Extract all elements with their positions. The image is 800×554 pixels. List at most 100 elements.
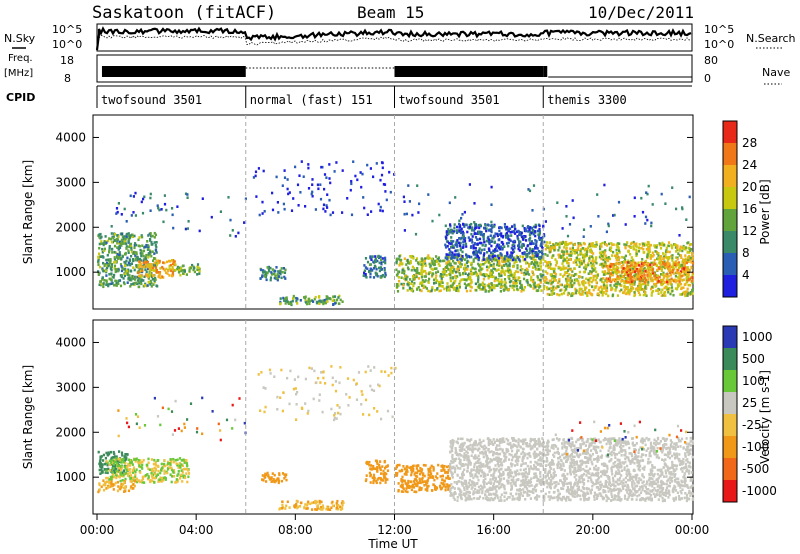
heatmap-cell (111, 247, 114, 251)
heatmap-cell (495, 246, 498, 249)
heatmap-cell (153, 476, 157, 480)
heatmap-cell (442, 275, 445, 279)
heatmap-cell (566, 280, 569, 283)
heatmap-cell (116, 480, 119, 484)
heatmap-cell (115, 279, 118, 283)
heatmap-cell (623, 273, 626, 276)
heatmap-cell (116, 252, 119, 256)
heatmap-cell (271, 268, 274, 271)
heatmap-cell (555, 243, 558, 247)
heatmap-cell (153, 257, 156, 260)
heatmap-cell (570, 241, 573, 245)
heatmap-cell (637, 274, 640, 277)
heatmap-cell (614, 488, 617, 491)
heatmap-cell (683, 292, 686, 296)
heatmap-cell (631, 265, 635, 269)
heatmap-cell (478, 264, 481, 267)
heatmap-cell (137, 458, 140, 462)
heatmap-cell (653, 277, 656, 281)
heatmap-cell (117, 475, 120, 478)
heatmap-cell (424, 488, 427, 491)
heatmap-cell (436, 287, 439, 290)
heatmap-cell (516, 256, 519, 259)
nave-tick-low: 0 (704, 72, 711, 85)
heatmap-cell (517, 229, 520, 233)
heatmap-cell (306, 507, 309, 510)
heatmap-cell (515, 285, 519, 288)
heatmap-cell (122, 483, 125, 486)
heatmap-cell (562, 256, 565, 260)
heatmap-cell (633, 291, 636, 294)
heatmap-cell (137, 263, 140, 267)
heatmap-cell (384, 481, 387, 484)
heatmap-cell (514, 232, 517, 235)
heatmap-cell (643, 281, 646, 284)
heatmap-cell (651, 290, 655, 293)
heatmap-cell (490, 270, 493, 273)
heatmap-cell (535, 261, 538, 265)
heatmap-cell (626, 286, 629, 289)
heatmap-cell (445, 236, 448, 239)
heatmap-cell (437, 463, 440, 467)
heatmap-cell (424, 480, 428, 483)
heatmap-cell (186, 193, 189, 196)
heatmap-cell (597, 215, 600, 218)
heatmap-cell (375, 162, 378, 165)
heatmap-cell (681, 249, 684, 253)
heatmap-cell (452, 256, 455, 259)
heatmap-cell (630, 256, 633, 259)
heatmap-cell (582, 261, 586, 264)
heatmap-cell (511, 225, 514, 228)
heatmap-cell (376, 478, 379, 481)
heatmap-cell (566, 243, 569, 247)
heatmap-cell (271, 191, 274, 195)
heatmap-cell (635, 275, 638, 278)
heatmap-cell (103, 264, 106, 268)
heatmap-cell (532, 225, 535, 229)
heatmap-cell (165, 271, 168, 274)
nave-tick-high: 80 (704, 54, 718, 67)
heatmap-cell (172, 457, 175, 461)
heatmap-cell (441, 478, 444, 481)
heatmap-cell (639, 280, 642, 284)
heatmap-cell (627, 456, 630, 459)
heatmap-cell (500, 478, 503, 481)
heatmap-cell (134, 458, 137, 461)
heatmap-cell (152, 462, 155, 466)
heatmap-cell (476, 285, 479, 289)
heatmap-cell (612, 263, 615, 266)
heatmap-cell (450, 264, 453, 268)
heatmap-cell (166, 471, 169, 475)
heatmap-cell (421, 476, 424, 480)
heatmap-cell (570, 252, 573, 255)
heatmap-cell (592, 264, 595, 267)
heatmap-cell (369, 167, 372, 170)
heatmap-cell (453, 256, 456, 260)
heatmap-cell (656, 281, 659, 284)
heatmap-cell (463, 258, 467, 261)
heatmap-cell (542, 258, 545, 261)
heatmap-cell (128, 236, 132, 239)
heatmap-cell (507, 241, 510, 245)
heatmap-cell (443, 270, 447, 274)
heatmap-cell (419, 288, 422, 292)
heatmap-cell (175, 478, 178, 481)
heatmap-cell (646, 271, 649, 274)
heatmap-cell (650, 224, 653, 228)
heatmap-cell (183, 467, 186, 471)
heatmap-cell (99, 455, 102, 459)
heatmap-cell (397, 270, 400, 273)
heatmap-cell (660, 487, 663, 490)
heatmap-cell (104, 235, 107, 238)
heatmap-cell (509, 231, 512, 234)
heatmap-cell (268, 476, 271, 479)
heatmap-cell (578, 261, 581, 264)
heatmap-cell (163, 472, 166, 475)
heatmap-cell (144, 263, 147, 266)
heatmap-cell (564, 241, 567, 244)
heatmap-cell (660, 283, 663, 287)
heatmap-cell (513, 261, 516, 265)
heatmap-cell (110, 483, 113, 486)
heatmap-cell (573, 278, 576, 282)
heatmap-cell (645, 278, 648, 282)
